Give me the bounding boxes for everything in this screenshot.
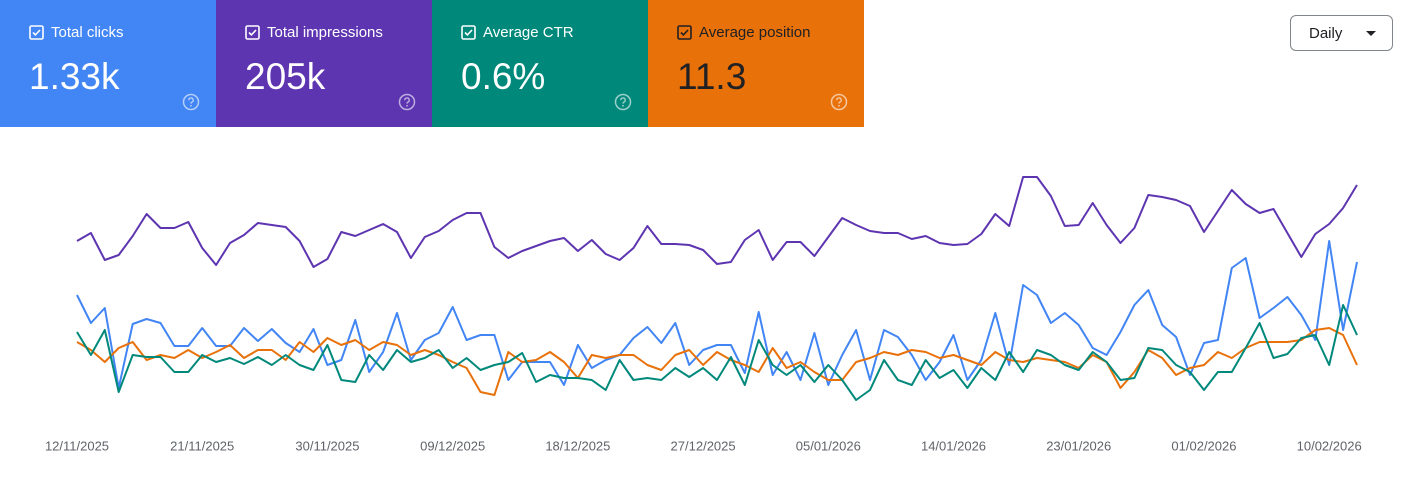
series-line [76, 304, 1358, 401]
x-tick-label: 30/11/2025 [295, 438, 359, 453]
metric-value: 205k [245, 56, 326, 97]
chart: 12/11/2025 21/11/2025 30/11/2025 09/12/2025… [45, 176, 1362, 453]
metric-label-text: Average position [699, 24, 811, 41]
metric-card[interactable]: Average CTR 0.6% [432, 0, 648, 127]
metric-card[interactable]: Total impressions 205k [216, 0, 432, 127]
series-line [76, 240, 1358, 389]
metric-label-text: Total clicks [51, 24, 124, 41]
help-icon[interactable] [182, 93, 200, 111]
metric-card[interactable]: Average position 11.3 [648, 0, 864, 127]
help-icon[interactable] [830, 93, 848, 111]
x-tick-label: 09/12/2025 [420, 438, 485, 453]
help-icon[interactable] [614, 93, 632, 111]
metric-label: Average CTR [461, 24, 574, 41]
metric-value: 0.6% [461, 56, 546, 97]
x-tick-label: 10/02/2026 [1297, 438, 1362, 453]
metric-value: 1.33k [29, 56, 120, 97]
x-tick-label: 27/12/2025 [671, 438, 736, 453]
x-tick-label: 01/02/2026 [1171, 438, 1236, 453]
x-tick-label: 23/01/2026 [1046, 438, 1111, 453]
metric-label-text: Average CTR [483, 24, 574, 41]
x-tick-label: 18/12/2025 [545, 438, 610, 453]
range-text: Daily [1309, 24, 1343, 42]
series-line [76, 176, 1358, 268]
metric-card[interactable]: Total clicks 1.33k [0, 0, 216, 127]
metric-label-text: Total impressions [267, 24, 383, 41]
help-icon[interactable] [398, 93, 416, 111]
x-tick-label: 05/01/2026 [796, 438, 861, 453]
metric-label: Average position [677, 24, 810, 41]
metric-label: Total clicks [29, 24, 124, 41]
metric-label: Total impressions [245, 24, 383, 41]
x-tick-label: 14/01/2026 [921, 438, 986, 453]
metric-cards: Total clicks 1.33k Total impressions 205… [0, 0, 864, 127]
metric-value: 11.3 [677, 56, 747, 97]
range-dropdown[interactable]: Daily [1290, 15, 1393, 51]
series-line [76, 327, 1358, 396]
x-tick-label: 21/11/2025 [170, 438, 234, 453]
x-tick-label: 12/11/2025 [45, 438, 109, 453]
